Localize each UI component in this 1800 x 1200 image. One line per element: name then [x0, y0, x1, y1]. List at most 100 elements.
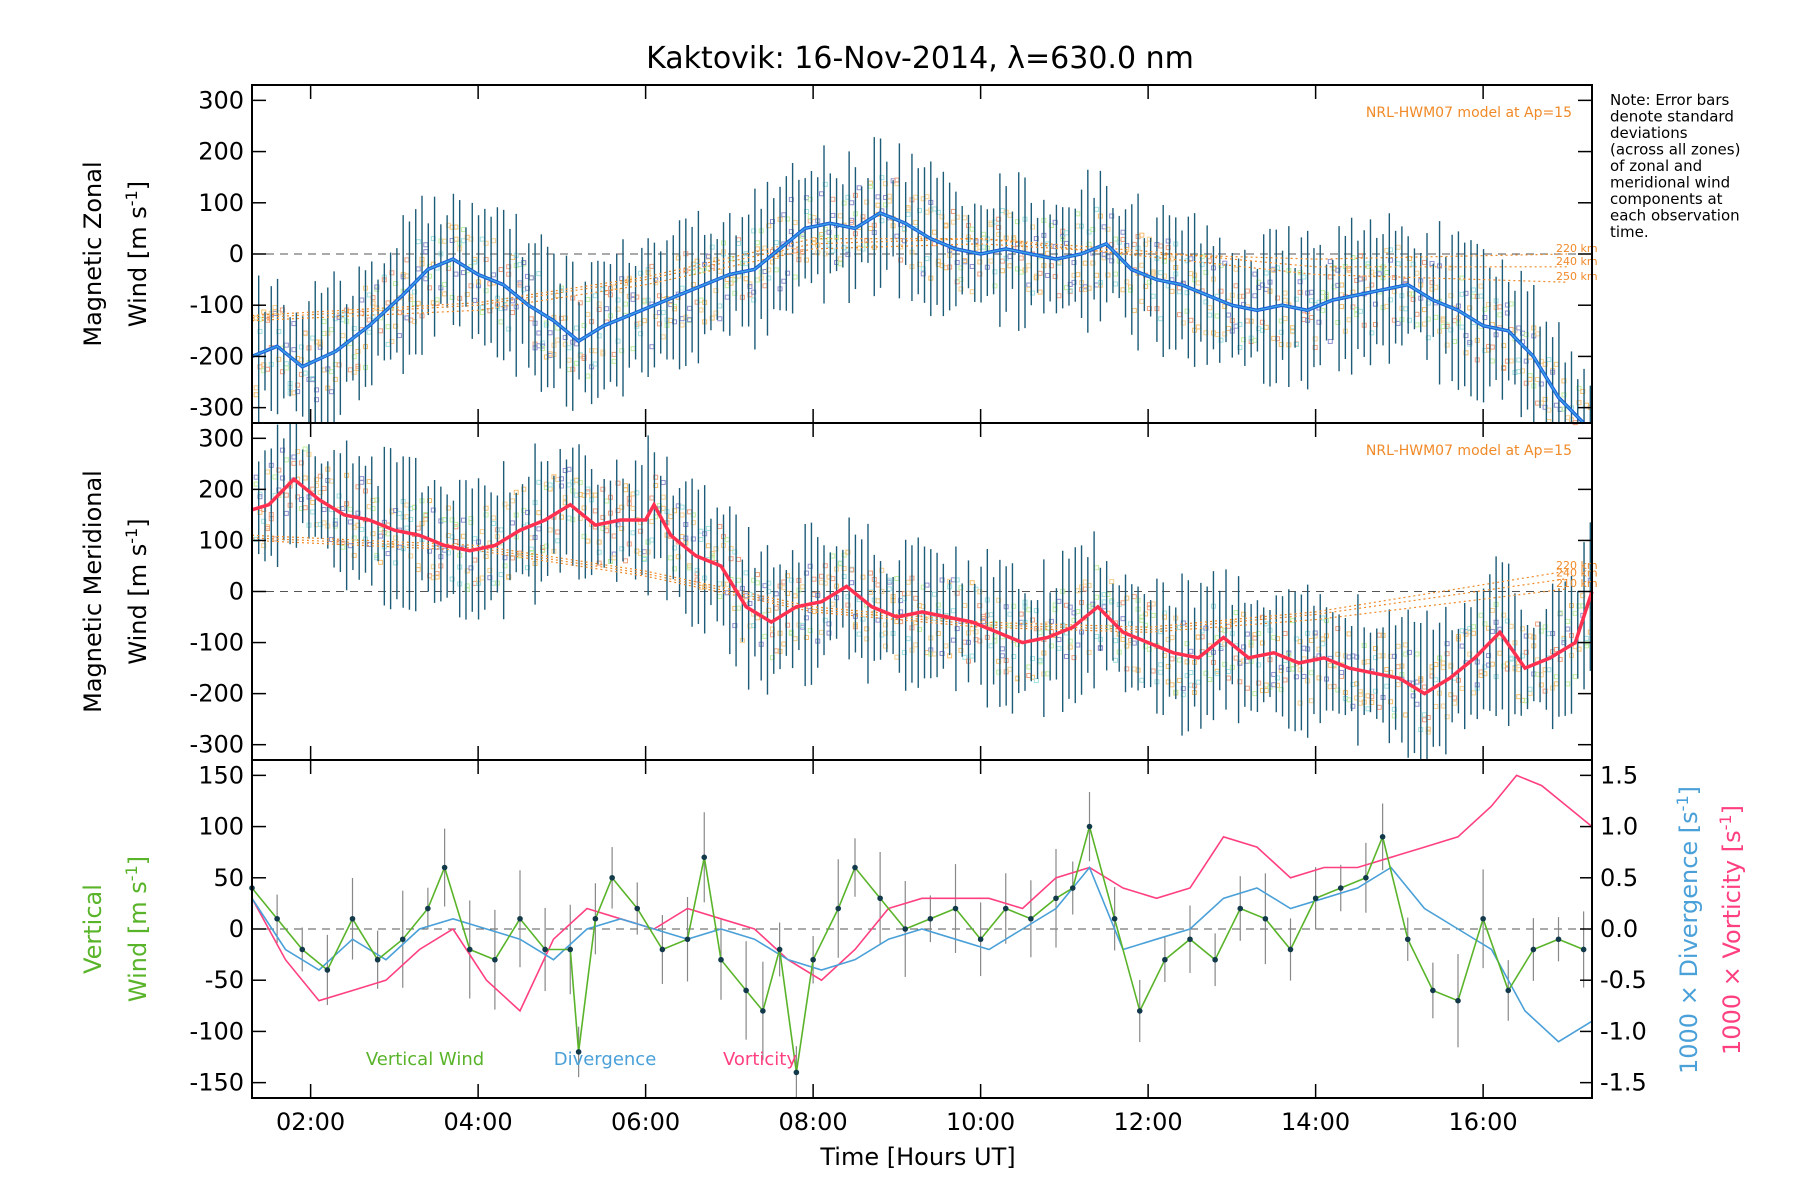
zone-point	[1312, 344, 1318, 350]
zone-point	[751, 228, 757, 234]
zone-point	[1203, 269, 1209, 275]
zone-point	[660, 334, 666, 340]
series-line-meridional	[251, 476, 1594, 696]
zone-point	[1293, 342, 1299, 348]
zone-point	[257, 494, 263, 500]
zone-point	[1425, 726, 1431, 732]
zone-point	[1030, 617, 1036, 623]
zone-point	[1414, 701, 1420, 707]
zone-point	[770, 655, 776, 661]
x-tick-label: 08:00	[779, 1108, 848, 1136]
zone-point	[623, 483, 629, 489]
zone-point	[1422, 307, 1427, 313]
vertical-wind-point	[1455, 997, 1461, 1004]
zone-point	[807, 628, 813, 634]
zone-point	[1165, 238, 1171, 244]
zone-point	[336, 362, 342, 368]
zone-point	[830, 196, 836, 202]
zone-point	[1033, 275, 1039, 281]
zone-point	[1395, 682, 1401, 688]
zone-point	[845, 602, 851, 608]
zone-point	[317, 489, 323, 495]
zone-point	[1146, 236, 1152, 242]
zone-point	[1470, 690, 1476, 696]
y-tick-label: 100	[198, 813, 244, 841]
zone-point	[728, 546, 734, 552]
zone-point	[562, 495, 568, 501]
zone-point	[1037, 630, 1043, 636]
y-tick-label: -100	[190, 291, 244, 319]
zone-point	[1180, 686, 1186, 692]
zone-point	[1086, 582, 1092, 588]
zone-point	[415, 567, 421, 573]
zone-point	[1365, 261, 1371, 267]
zone-point	[1241, 644, 1247, 650]
zone-point	[950, 637, 956, 643]
zone-point	[1128, 287, 1134, 293]
zone-point	[962, 258, 968, 264]
zone-point	[1572, 674, 1578, 680]
zone-point	[690, 270, 696, 276]
vertical-wind-point	[1337, 885, 1344, 891]
zone-point	[992, 269, 998, 275]
zone-point	[1391, 706, 1397, 712]
zone-point	[1067, 638, 1073, 644]
zone-point	[615, 480, 621, 486]
zone-point	[1576, 646, 1582, 652]
zone-point	[1259, 640, 1265, 646]
zone-point	[1373, 688, 1379, 694]
zone-point	[1143, 643, 1149, 649]
zone-point	[1482, 621, 1488, 627]
zone-point	[502, 305, 508, 311]
zone-point	[540, 346, 546, 352]
zone-point	[1218, 337, 1224, 343]
zone-point	[558, 476, 564, 482]
zone-point	[427, 548, 433, 554]
zone-point	[709, 553, 715, 559]
zone-point	[1052, 244, 1058, 250]
zone-point	[1105, 624, 1111, 630]
zone-point	[1259, 319, 1265, 325]
zone-point	[1026, 263, 1032, 269]
zone-point	[1278, 668, 1284, 674]
zone-point	[411, 289, 417, 295]
zone-point	[962, 259, 968, 265]
zone-point	[751, 623, 757, 629]
zone-point	[1459, 643, 1465, 649]
zone-point	[509, 310, 515, 316]
zone-point	[1207, 305, 1213, 311]
zone-point	[468, 283, 474, 289]
zone-point	[1523, 380, 1529, 386]
zone-point	[310, 499, 316, 505]
vertical-wind-point	[776, 946, 783, 953]
zone-point	[1478, 612, 1484, 618]
zone-point	[898, 609, 904, 615]
zone-point	[709, 264, 715, 270]
zone-point	[826, 621, 832, 627]
zone-point	[600, 286, 606, 292]
zone-point	[1327, 259, 1333, 265]
zone-point	[958, 286, 964, 292]
zone-point	[1120, 229, 1126, 235]
zone-point	[762, 245, 768, 251]
zone-point	[1486, 625, 1492, 631]
zone-point	[1327, 338, 1333, 344]
zone-point	[977, 589, 983, 595]
zone-point	[1075, 211, 1081, 217]
zone-point	[969, 653, 975, 659]
zone-point	[1161, 614, 1167, 620]
zone-point	[291, 460, 297, 466]
zone-point	[1331, 683, 1337, 689]
zone-point	[464, 291, 470, 297]
vertical-wind-point	[1187, 936, 1193, 943]
zone-point	[1391, 317, 1397, 323]
zone-point	[1056, 645, 1062, 651]
zone-point	[1444, 714, 1450, 720]
zone-point	[1214, 313, 1220, 319]
zone-point	[1538, 358, 1544, 364]
zone-point	[770, 259, 776, 265]
zone-point	[811, 576, 817, 582]
zone-point	[611, 351, 617, 357]
zone-point	[1109, 258, 1115, 264]
zone-point	[736, 577, 742, 583]
